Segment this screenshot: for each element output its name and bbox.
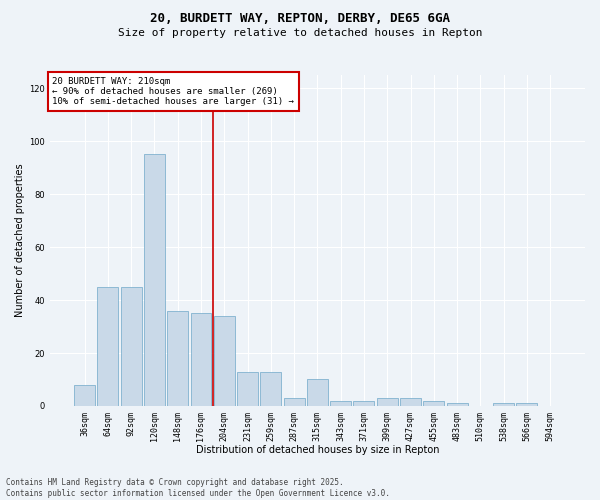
Bar <box>97 287 118 406</box>
Bar <box>424 400 444 406</box>
Bar <box>330 400 351 406</box>
Text: Size of property relative to detached houses in Repton: Size of property relative to detached ho… <box>118 28 482 38</box>
Bar <box>121 287 142 406</box>
Text: Contains HM Land Registry data © Crown copyright and database right 2025.
Contai: Contains HM Land Registry data © Crown c… <box>6 478 390 498</box>
Bar <box>74 385 95 406</box>
Bar <box>400 398 421 406</box>
Bar <box>167 310 188 406</box>
Bar <box>446 404 467 406</box>
X-axis label: Distribution of detached houses by size in Repton: Distribution of detached houses by size … <box>196 445 439 455</box>
Bar <box>307 380 328 406</box>
Bar <box>191 314 211 406</box>
Bar <box>237 372 258 406</box>
Text: 20 BURDETT WAY: 210sqm
← 90% of detached houses are smaller (269)
10% of semi-de: 20 BURDETT WAY: 210sqm ← 90% of detached… <box>52 76 295 106</box>
Bar <box>144 154 165 406</box>
Bar <box>284 398 305 406</box>
Bar <box>493 404 514 406</box>
Text: 20, BURDETT WAY, REPTON, DERBY, DE65 6GA: 20, BURDETT WAY, REPTON, DERBY, DE65 6GA <box>150 12 450 26</box>
Bar <box>517 404 538 406</box>
Bar <box>214 316 235 406</box>
Y-axis label: Number of detached properties: Number of detached properties <box>15 164 25 318</box>
Bar <box>260 372 281 406</box>
Bar <box>377 398 398 406</box>
Bar <box>353 400 374 406</box>
